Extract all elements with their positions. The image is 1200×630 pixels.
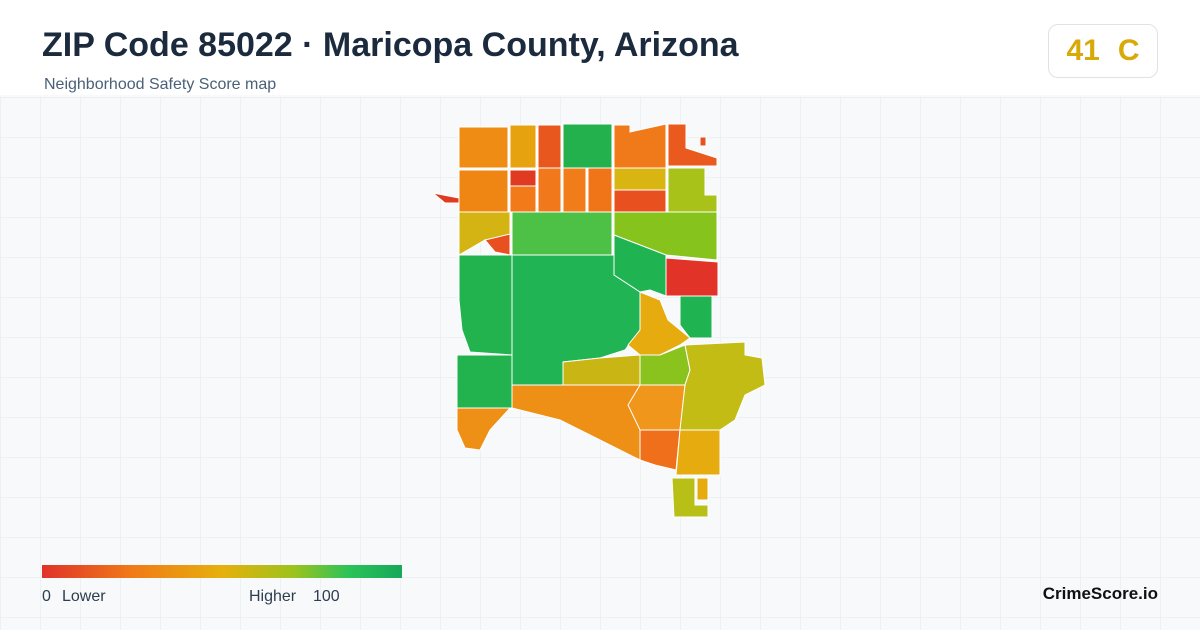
legend-min: 0 (42, 588, 51, 605)
legend-max: 100 (313, 588, 340, 605)
score-value: 41 (1066, 34, 1100, 67)
legend-gradient (42, 565, 402, 578)
title: ZIP Code 85022 · Maricopa County, Arizon… (42, 26, 739, 64)
subtitle: Neighborhood Safety Score map (44, 76, 277, 93)
brand: CrimeScore.io (1042, 584, 1158, 603)
score-badge: 41 C (1048, 24, 1158, 78)
legend-max-label: Higher (249, 588, 297, 605)
neighborhoods (432, 123, 766, 518)
score-grade: C (1117, 34, 1140, 67)
header-bg (0, 0, 1200, 95)
legend-min-label: Lower (62, 588, 106, 605)
